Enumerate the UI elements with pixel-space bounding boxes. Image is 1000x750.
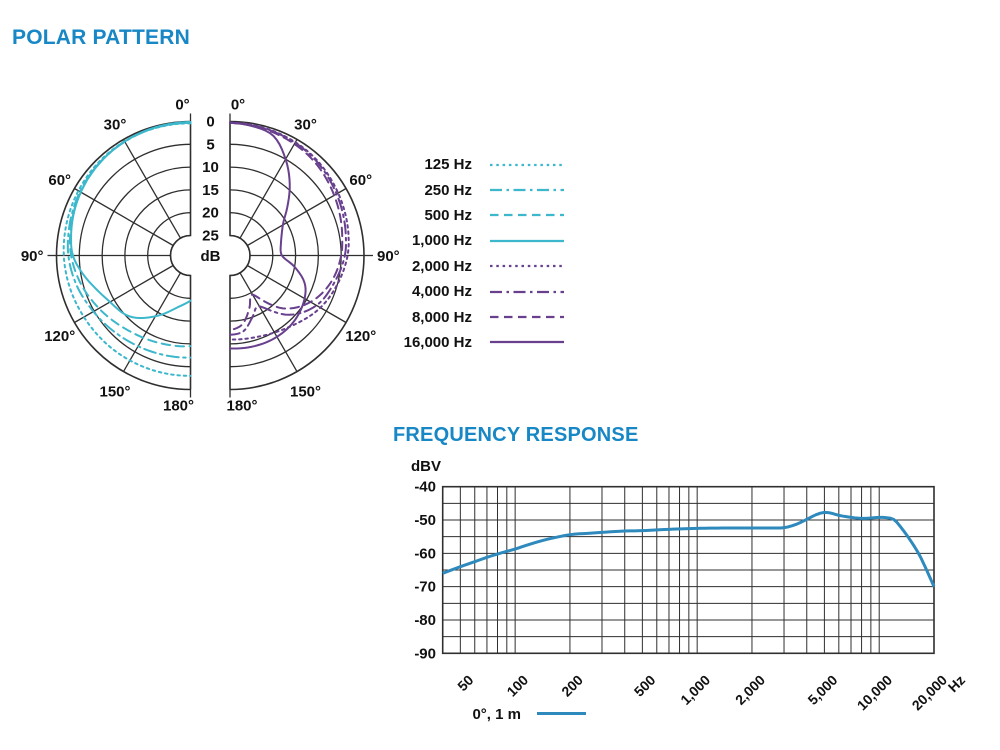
fr-y-tick-label: -60 <box>414 545 436 562</box>
polar-legend-label: 250 Hz <box>424 181 472 199</box>
polar-legend-item: 250 Hz <box>398 177 588 202</box>
polar-spoke <box>246 187 347 247</box>
polar-legend-line-sample <box>490 290 564 293</box>
polar-ring <box>229 234 251 277</box>
polar-spoke <box>74 264 174 324</box>
polar-legend-line-sample <box>490 341 564 344</box>
fr-x-tick-label: 500 <box>631 672 659 700</box>
polar-angle-label-left-150: 150° <box>99 383 130 400</box>
fr-y-tick-label: -70 <box>414 579 436 596</box>
fr-y-tick-label: -40 <box>414 479 436 496</box>
polar-angle-label-left-60: 60° <box>48 172 71 189</box>
polar-db-label: 25 <box>202 228 219 245</box>
polar-half-right <box>229 113 373 398</box>
fr-y-tick-label: -80 <box>414 612 436 629</box>
polar-angle-label-left-180: 180° <box>163 398 194 415</box>
polar-angle-label-left-0: 0° <box>175 97 189 114</box>
polar-spoke <box>122 272 182 372</box>
polar-legend-label: 125 Hz <box>424 156 472 174</box>
polar-spoke <box>74 187 174 247</box>
polar-ring <box>169 234 191 277</box>
polar-legend-label: 4,000 Hz <box>411 283 472 301</box>
polar-curve-2000Hz <box>229 121 350 341</box>
fr-legend-label: 0°, 1 m <box>472 706 521 723</box>
fr-response-curve <box>442 510 936 588</box>
polar-db-label: 5 <box>206 136 214 153</box>
polar-legend-line-sample <box>490 163 564 166</box>
polar-angle-label-right-30: 30° <box>294 117 317 134</box>
polar-legend-item: 8,000 Hz <box>398 304 588 329</box>
polar-legend-item: 16,000 Hz <box>398 330 588 355</box>
polar-legend-label: 500 Hz <box>424 206 472 224</box>
polar-angle-label-right-0: 0° <box>231 97 245 114</box>
polar-curve-250Hz <box>66 121 192 359</box>
fr-y-tick-label: -50 <box>414 512 436 529</box>
polar-pattern-title: POLAR PATTERN <box>12 26 190 49</box>
polar-angle-label-right-150: 150° <box>290 383 321 400</box>
frequency-response-title: FREQUENCY RESPONSE <box>393 424 639 446</box>
polar-half-left <box>47 113 192 398</box>
polar-curve-4000Hz <box>229 121 347 336</box>
polar-curve-1000Hz <box>70 120 192 319</box>
fr-x-tick-label: 50 <box>454 672 476 694</box>
polar-legend: 125 Hz 250 Hz 500 Hz 1,000 Hz 2,000 Hz 4,000 … <box>398 152 588 355</box>
polar-legend-item: 125 Hz <box>398 152 588 177</box>
polar-angle-label-right-60: 60° <box>349 172 372 189</box>
polar-spoke <box>239 272 298 372</box>
fr-grid <box>442 486 934 654</box>
fr-x-tick-label: 20,000 <box>909 672 951 714</box>
polar-db-label: 20 <box>202 205 219 222</box>
polar-legend-line-sample <box>490 188 564 192</box>
polar-db-unit-label: dB <box>201 248 221 265</box>
polar-curve-16000Hz <box>229 121 307 350</box>
fr-x-axis-label: Hz <box>945 672 968 695</box>
fr-x-tick-label: 200 <box>558 672 586 700</box>
polar-legend-item: 4,000 Hz <box>398 279 588 304</box>
polar-edge <box>169 121 192 390</box>
polar-angle-label-right-180: 180° <box>226 398 257 415</box>
polar-curve-8000Hz <box>229 121 344 332</box>
polar-db-label: 10 <box>202 159 219 176</box>
fr-y-tick-label: -90 <box>414 645 436 662</box>
fr-x-tick-label: 1,000 <box>677 672 713 708</box>
polar-legend-item: 2,000 Hz <box>398 254 588 279</box>
polar-legend-line-sample <box>490 315 564 319</box>
polar-spoke <box>122 139 182 239</box>
fr-x-tick-label: 10,000 <box>854 672 896 714</box>
polar-curve-500Hz <box>68 121 192 348</box>
polar-angle-label-right-90: 90° <box>377 248 400 265</box>
frequency-response-chart: dBV -40 -50 -60 -70 -80 -90 50 100 200 500 1,000 2,0… <box>411 458 968 723</box>
fr-y-axis-label: dBV <box>411 458 441 475</box>
fr-plot-border <box>441 485 935 655</box>
polar-legend-label: 8,000 Hz <box>411 308 472 326</box>
polar-legend-label: 16,000 Hz <box>403 333 472 351</box>
polar-spoke <box>239 139 298 239</box>
polar-db-label: 0 <box>206 114 214 131</box>
polar-angle-label-right-120: 120° <box>345 328 376 345</box>
polar-db-scale: 0 5 10 15 20 25 dB <box>201 114 221 266</box>
fr-x-tick-label: 2,000 <box>732 672 768 708</box>
polar-legend-label: 1,000 Hz <box>411 232 472 250</box>
polar-angle-label-left-120: 120° <box>44 328 75 345</box>
polar-legend-label: 2,000 Hz <box>411 257 472 275</box>
polar-legend-item: 1,000 Hz <box>398 228 588 253</box>
polar-spoke <box>246 264 347 324</box>
polar-angle-label-left-90: 90° <box>21 248 44 265</box>
polar-legend-line-sample <box>490 214 564 217</box>
fr-x-tick-label: 5,000 <box>804 672 840 708</box>
polar-angle-label-left-30: 30° <box>104 117 127 134</box>
polar-legend-line-sample <box>490 265 564 268</box>
polar-legend-item: 500 Hz <box>398 203 588 228</box>
polar-db-label: 15 <box>202 182 219 199</box>
polar-pattern-chart: 0 5 10 15 20 25 dB 0° 30° 60° 90° 120° 150° 180° 0° 30°… <box>21 97 400 415</box>
polar-edge <box>229 121 251 390</box>
polar-legend-line-sample <box>490 239 564 242</box>
fr-x-tick-label: 100 <box>503 672 531 700</box>
